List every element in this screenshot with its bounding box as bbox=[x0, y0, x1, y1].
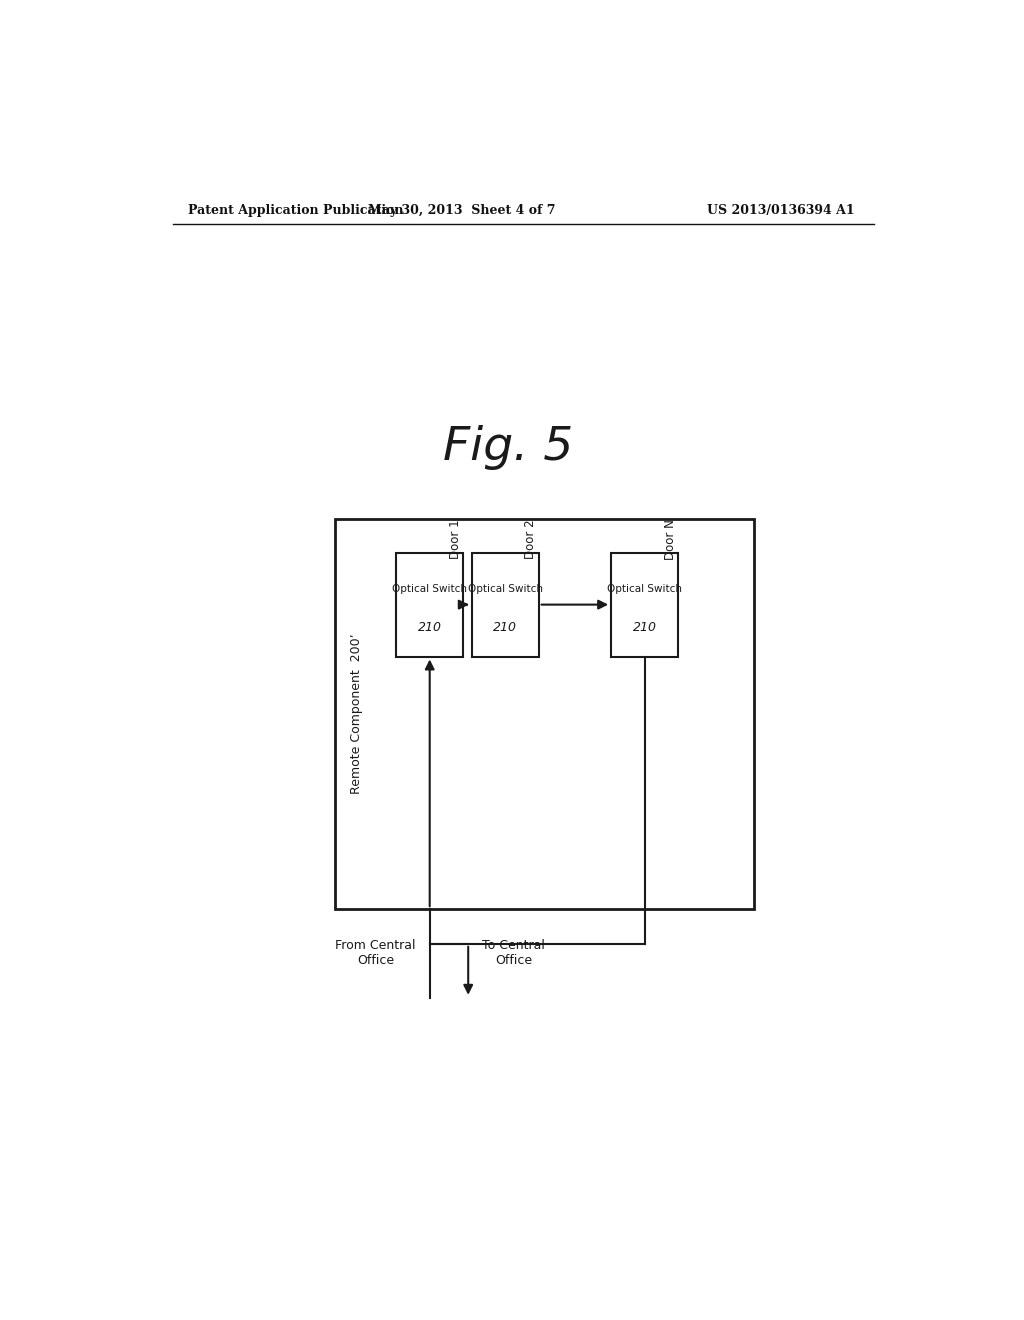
Text: May 30, 2013  Sheet 4 of 7: May 30, 2013 Sheet 4 of 7 bbox=[368, 205, 555, 218]
Text: 210: 210 bbox=[418, 620, 441, 634]
Text: Door 2: Door 2 bbox=[524, 520, 538, 560]
Text: US 2013/0136394 A1: US 2013/0136394 A1 bbox=[707, 205, 854, 218]
Text: Remote Component  200’: Remote Component 200’ bbox=[349, 634, 362, 795]
Text: Patent Application Publication: Patent Application Publication bbox=[188, 205, 403, 218]
Text: 210: 210 bbox=[494, 620, 517, 634]
Text: Door 1: Door 1 bbox=[449, 520, 462, 560]
Bar bbox=[335, 519, 755, 909]
Text: From Central
Office: From Central Office bbox=[335, 940, 416, 968]
Text: 210: 210 bbox=[633, 620, 656, 634]
Text: Optical Switch: Optical Switch bbox=[607, 583, 682, 594]
Text: Optical Switch: Optical Switch bbox=[468, 583, 543, 594]
Text: Optical Switch: Optical Switch bbox=[392, 583, 467, 594]
Text: Fig. 5: Fig. 5 bbox=[442, 425, 573, 470]
Bar bbox=[611, 553, 678, 656]
Text: Door N: Door N bbox=[664, 519, 677, 560]
Bar bbox=[396, 553, 463, 656]
Bar bbox=[472, 553, 539, 656]
Text: To Central
Office: To Central Office bbox=[482, 940, 545, 968]
